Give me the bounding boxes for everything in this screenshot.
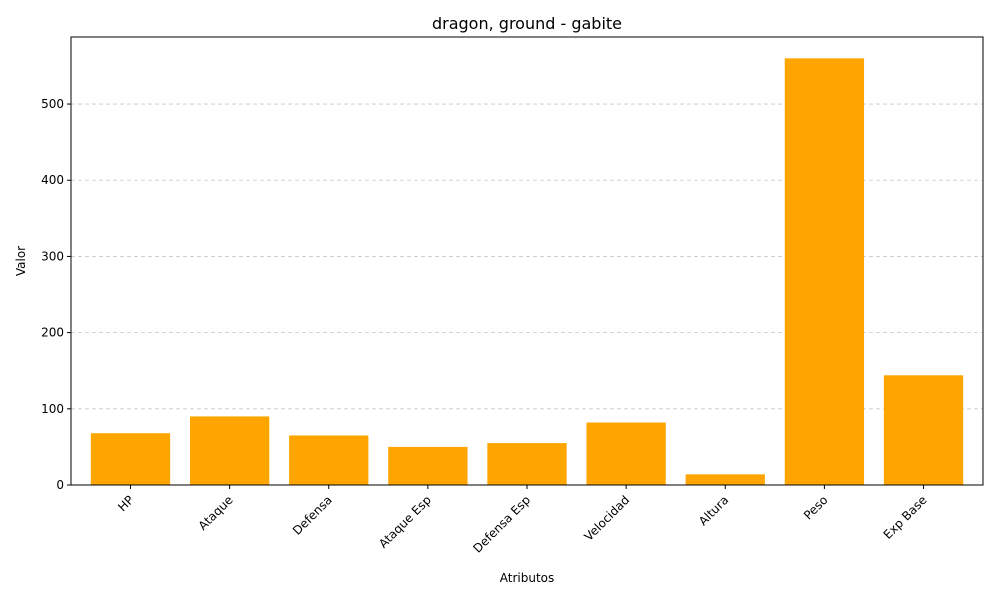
bar-altura — [686, 474, 765, 485]
bar-peso — [785, 58, 864, 485]
bar-velocidad — [586, 423, 665, 485]
bar-defensa-esp — [487, 443, 566, 485]
bar-ataque — [190, 416, 269, 485]
x-axis-label: Atributos — [500, 571, 555, 585]
y-tick-label: 400 — [41, 173, 64, 187]
bar-exp-base — [884, 375, 963, 485]
y-tick-label: 100 — [41, 402, 64, 416]
bar-defensa — [289, 435, 368, 485]
bar-hp — [91, 433, 170, 485]
y-tick-label: 0 — [56, 478, 64, 492]
y-tick-label: 500 — [41, 97, 64, 111]
bar-ataque-esp — [388, 447, 467, 485]
y-tick-label: 200 — [41, 326, 64, 340]
y-tick-label: 300 — [41, 249, 64, 263]
chart-title: dragon, ground - gabite — [432, 14, 622, 33]
y-axis-label: Valor — [14, 246, 28, 276]
